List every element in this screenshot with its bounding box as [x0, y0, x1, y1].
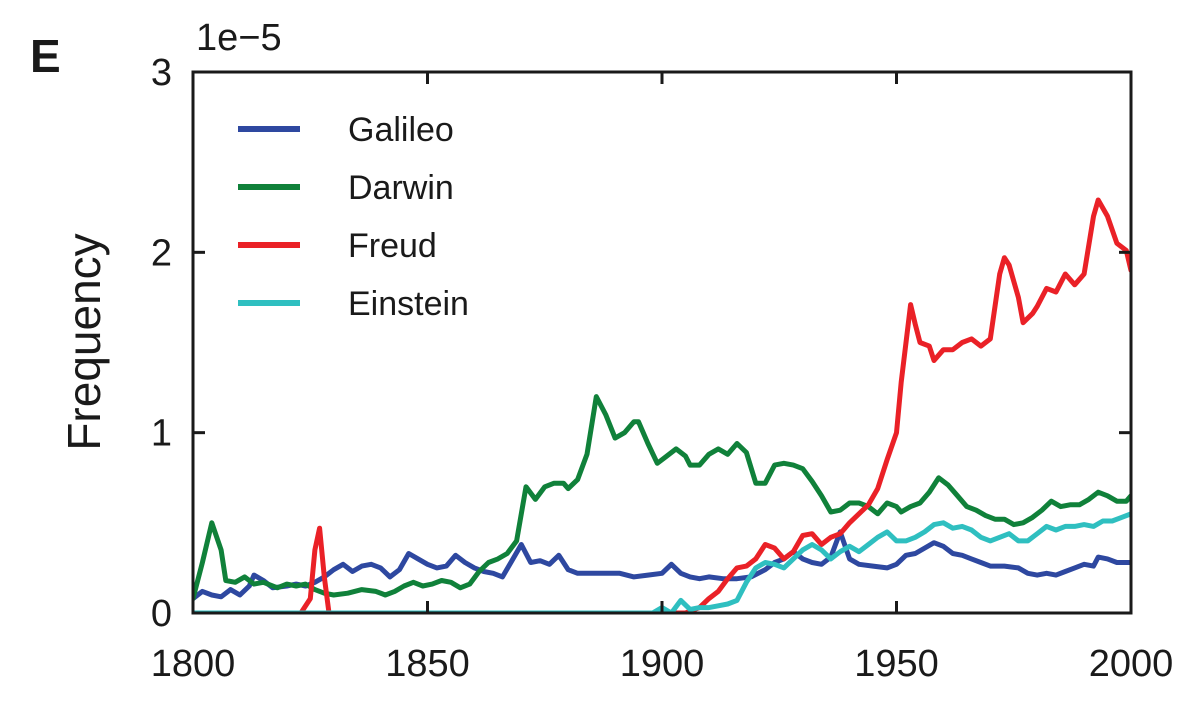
series-line-galileo [193, 529, 1131, 602]
x-tick-label: 1800 [151, 643, 236, 685]
y-tick-label: 2 [151, 232, 172, 274]
x-tick-label: 1850 [385, 643, 470, 685]
panel-label: E [30, 30, 61, 82]
x-tick-label: 1900 [620, 643, 705, 685]
series-line-freud [284, 197, 1131, 613]
legend-item-freud: Freud [238, 227, 437, 265]
legend-label: Freud [348, 227, 437, 265]
y-tick-label: 3 [151, 52, 172, 94]
y-multiplier: 1e−5 [196, 17, 282, 59]
x-tick-label: 2000 [1089, 643, 1174, 685]
y-axis-title: Frequency [58, 233, 110, 450]
x-tick-label: 1950 [854, 643, 939, 685]
legend-label: Galileo [348, 111, 454, 149]
legend: Galileo Darwin Freud Einstein [238, 111, 469, 323]
legend-item-galileo: Galileo [238, 111, 454, 149]
series-line-darwin [193, 394, 1131, 602]
legend-item-darwin: Darwin [238, 169, 454, 207]
y-tick-label: 0 [151, 593, 172, 635]
series-layer [193, 197, 1131, 613]
y-tick-label: 1 [151, 413, 172, 455]
legend-label: Einstein [348, 285, 469, 323]
legend-label: Darwin [348, 169, 454, 207]
series-line-einstein [193, 511, 1131, 613]
plot-frame [191, 70, 1133, 615]
legend-item-einstein: Einstein [238, 285, 469, 323]
tick-layer: 1800 1850 1900 1950 2000 0 1 2 3 [151, 52, 1174, 685]
